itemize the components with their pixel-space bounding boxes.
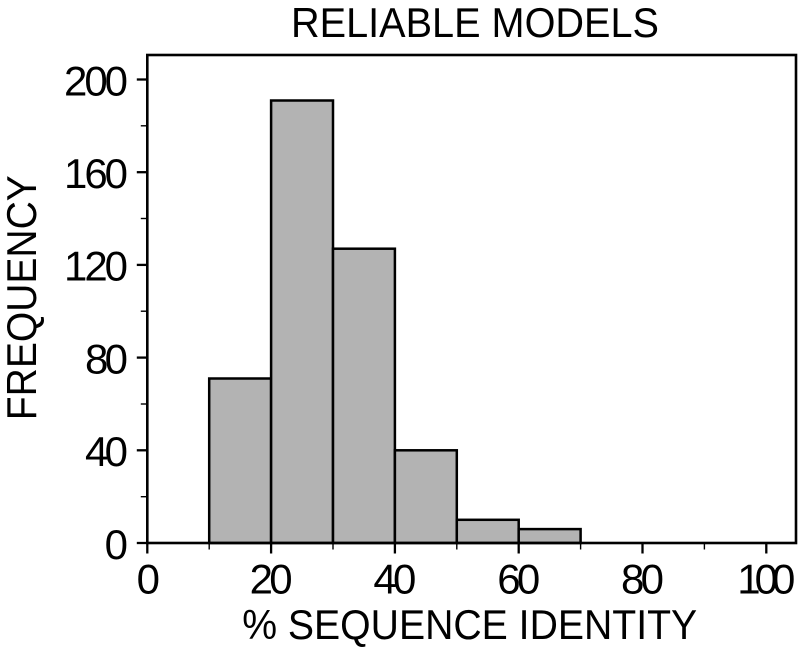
svg-text:80: 80 [621, 556, 664, 603]
svg-text:60: 60 [497, 556, 540, 603]
svg-text:160: 160 [64, 150, 128, 197]
svg-text:100: 100 [737, 556, 795, 603]
svg-text:120: 120 [64, 243, 128, 290]
svg-text:80: 80 [85, 335, 128, 382]
svg-text:0: 0 [105, 521, 128, 568]
svg-text:40: 40 [373, 556, 416, 603]
svg-text:200: 200 [64, 57, 128, 104]
svg-text:FREQUENCY: FREQUENCY [0, 175, 45, 420]
svg-text:40: 40 [85, 428, 128, 475]
svg-text:RELIABLE MODELS: RELIABLE MODELS [291, 0, 659, 46]
svg-text:% SEQUENCE IDENTITY: % SEQUENCE IDENTITY [242, 601, 697, 648]
svg-text:0: 0 [137, 556, 160, 603]
svg-text:20: 20 [250, 556, 293, 603]
